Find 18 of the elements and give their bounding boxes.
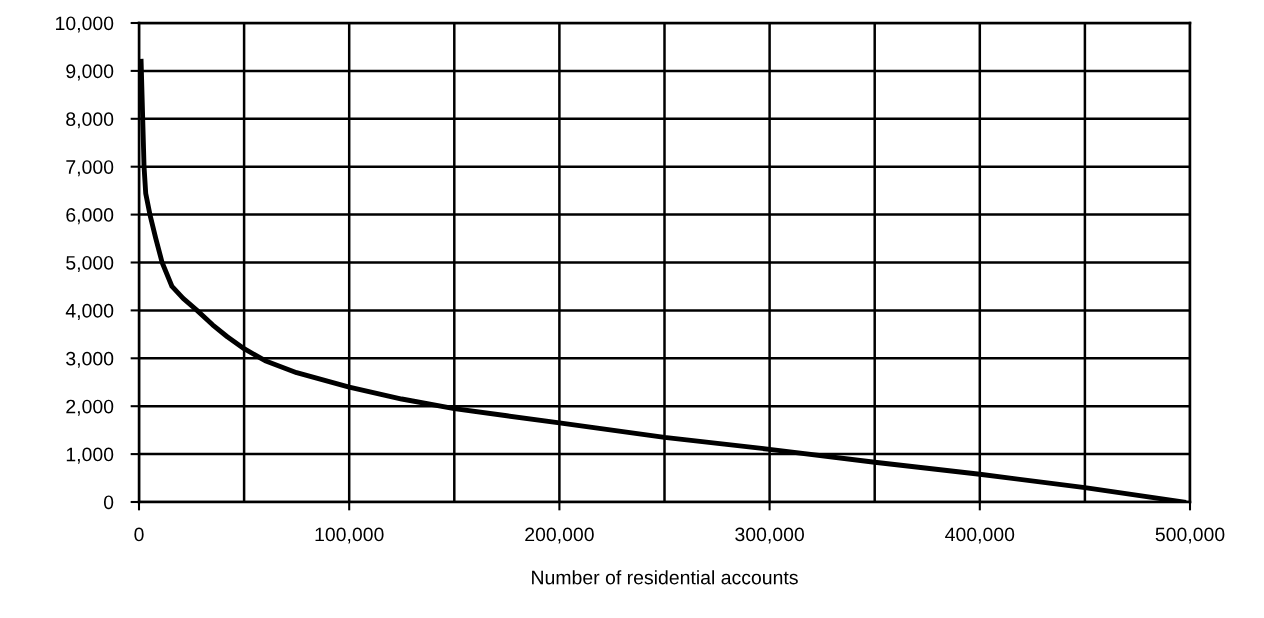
x-tick-label: 200,000 (525, 527, 594, 544)
y-tick-label: 5,000 (66, 255, 114, 273)
x-tick-label: 100,000 (315, 527, 384, 544)
x-tick-label: 500,000 (1155, 527, 1225, 544)
y-tick-label: 7,000 (66, 160, 114, 177)
x-axis-title: Number of residential accounts (532, 570, 798, 585)
y-tick-label: 10,000 (56, 16, 114, 33)
y-tick-label: 0 (103, 495, 114, 510)
x-tick-label: 0 (134, 527, 144, 542)
y-tick-label: 2,000 (66, 399, 114, 416)
y-tick-label: 4,000 (65, 303, 114, 320)
y-tick-label: 6,000 (66, 208, 114, 225)
x-tick-label: 400,000 (945, 527, 1015, 544)
x-tick-label: 300,000 (735, 527, 804, 544)
y-tick-label: 1,000 (66, 447, 114, 464)
y-tick-label: 8,000 (66, 112, 114, 129)
y-tick-label: 9,000 (66, 64, 114, 81)
y-tick-label: 3,000 (66, 351, 114, 368)
